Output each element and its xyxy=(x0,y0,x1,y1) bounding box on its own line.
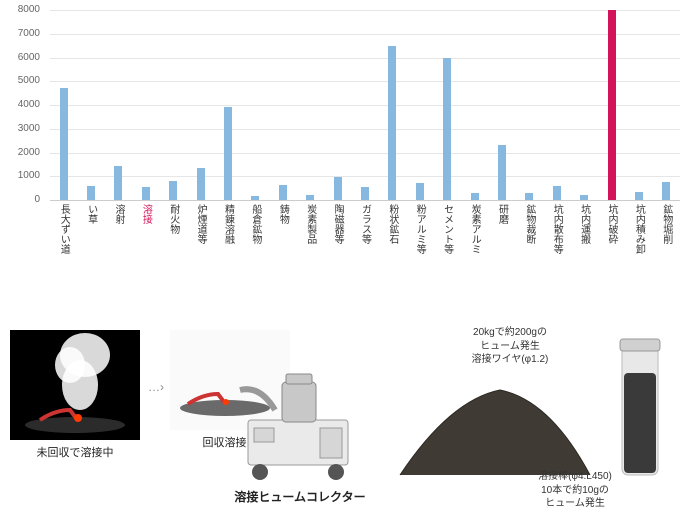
x-category-label: 炭素アルミ xyxy=(469,204,480,254)
fume-sample-jar xyxy=(610,335,670,485)
x-category-label: 研磨 xyxy=(496,204,507,224)
bar xyxy=(169,181,177,200)
x-category-label: 坑内破砕 xyxy=(606,204,617,244)
x-category-label: 鋳物 xyxy=(277,204,288,224)
x-category-label: 溶射 xyxy=(112,204,123,224)
callout-rod-line3: ヒューム発生 xyxy=(545,498,605,509)
bar xyxy=(142,187,150,200)
y-tick-label: 1000 xyxy=(0,170,40,181)
x-axis-line xyxy=(50,200,680,201)
y-tick-label: 7000 xyxy=(0,28,40,39)
x-category-label: 船倉鉱物 xyxy=(249,204,260,244)
callout-wire-line2: ヒューム発生 xyxy=(480,341,540,352)
x-axis-labels: 長大ずい道 い草溶射溶接 耐火物 炉煙道等 精錬溶融 船倉鉱物 鋳物 炭素製品 陶磁器等 ガラス等… xyxy=(50,204,680,304)
x-category-label: 粉アルミ等 xyxy=(414,204,425,254)
callout-wire-line1: 20kgで約200gの xyxy=(473,327,547,338)
bar xyxy=(471,193,479,200)
machine-caption: 溶接ヒュームコレクター xyxy=(215,488,385,505)
x-category-label: 鉱物裁断 xyxy=(523,204,534,244)
y-tick-label: 2000 xyxy=(0,147,40,158)
bar xyxy=(416,183,424,200)
photo-uncollected-welding xyxy=(10,330,140,440)
bar xyxy=(60,88,68,200)
y-tick-label: 8000 xyxy=(0,4,40,15)
bar xyxy=(580,195,588,200)
x-category-label: 長大ずい道 xyxy=(58,204,69,254)
callout-wire: 20kgで約200gの ヒューム発生 溶接ワイヤ(φ1.2) xyxy=(430,326,590,367)
x-category-label: 坑内運搬 xyxy=(578,204,589,244)
callout-wire-line3: 溶接ワイヤ(φ1.2) xyxy=(472,354,549,365)
x-category-label: 坑内散布等 xyxy=(551,204,562,254)
x-category-label: ガラス等 xyxy=(359,204,370,244)
fume-collector-machine xyxy=(230,370,370,485)
bar xyxy=(279,185,287,200)
bar xyxy=(114,166,122,200)
bar xyxy=(197,168,205,200)
bar xyxy=(498,145,506,200)
photo-uncollected-caption: 未回収で溶接中 xyxy=(10,444,140,460)
bar xyxy=(608,10,616,200)
x-category-label: 溶接 xyxy=(140,204,151,224)
callout-rod-line2: 10本で約10gの xyxy=(541,485,609,496)
bar xyxy=(635,192,643,200)
callout-rod: 溶接棒(φ4.L450) 10本で約10gの ヒューム発生 xyxy=(500,470,650,511)
plot-area xyxy=(50,10,680,200)
bar xyxy=(306,195,314,200)
bar xyxy=(662,182,670,200)
x-category-label: 陶磁器等 xyxy=(332,204,343,244)
bar xyxy=(361,187,369,200)
dust-concentration-bar-chart: 0 1000 2000 3000 4000 5000 6000 7000 8000 長大ずい道 い… xyxy=(0,0,692,310)
callout-rod-line1: 溶接棒(φ4.L450) xyxy=(538,471,612,482)
bar xyxy=(525,193,533,200)
x-category-label: 耐火物 xyxy=(167,204,178,234)
fume-powder-pile xyxy=(390,365,600,485)
bar xyxy=(553,186,561,200)
bar xyxy=(224,107,232,200)
bar xyxy=(87,186,95,200)
fume-collector-imagery: 未回収で溶接中 …› 回収溶接中 溶接ヒュームコレクター 20kgで xyxy=(0,320,692,517)
bar xyxy=(388,46,396,200)
arrow-icon: …› xyxy=(148,380,164,394)
bar xyxy=(443,58,451,201)
y-tick-label: 6000 xyxy=(0,52,40,63)
x-category-label: 坑内積み卸 xyxy=(633,204,644,254)
x-category-label: い草 xyxy=(85,204,96,224)
bar xyxy=(334,177,342,200)
x-category-label: 鉱物堀削 xyxy=(660,204,671,244)
y-tick-label: 3000 xyxy=(0,123,40,134)
x-category-label: 炭素製品 xyxy=(304,204,315,244)
x-category-label: セメント等 xyxy=(441,204,452,254)
y-tick-label: 0 xyxy=(0,194,40,205)
y-tick-label: 5000 xyxy=(0,75,40,86)
bar xyxy=(251,196,259,200)
x-category-label: 炉煙道等 xyxy=(195,204,206,244)
x-category-label: 精錬溶融 xyxy=(222,204,233,244)
y-tick-label: 4000 xyxy=(0,99,40,110)
x-category-label: 粉状鉱石 xyxy=(386,204,397,244)
